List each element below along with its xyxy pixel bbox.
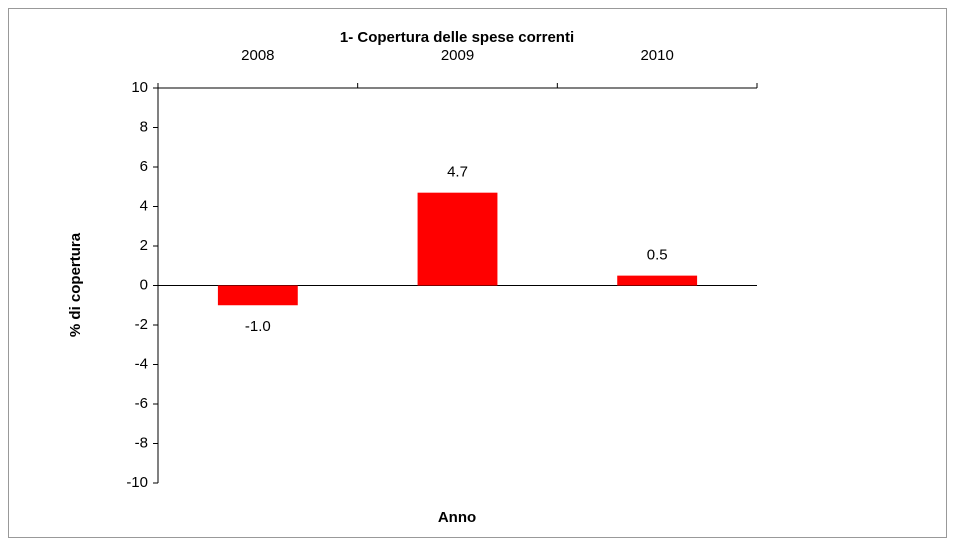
bar — [417, 192, 498, 286]
y-axis-label: % di copertura — [67, 232, 84, 337]
y-tick-label: 8 — [140, 118, 148, 135]
x-axis-label: Anno — [438, 509, 476, 526]
data-label: -1.0 — [245, 318, 271, 335]
x-tick-label: 2009 — [441, 47, 474, 64]
data-label: 4.7 — [447, 164, 468, 181]
x-tick-label: 2010 — [640, 47, 673, 64]
y-tick-label: 2 — [140, 237, 148, 254]
y-tick-label: -2 — [135, 316, 148, 333]
bar — [217, 285, 298, 306]
y-tick-label: 6 — [140, 158, 148, 175]
y-tick-label: 4 — [140, 197, 148, 214]
chart-title: 1- Copertura delle spese correnti — [340, 29, 574, 46]
data-label: 0.5 — [647, 247, 668, 264]
bar — [617, 275, 698, 286]
y-tick-label: 10 — [131, 79, 148, 96]
y-tick-label: -10 — [126, 474, 148, 491]
y-tick-label: -4 — [135, 355, 148, 372]
y-tick-label: -6 — [135, 395, 148, 412]
x-tick-label: 2008 — [241, 47, 274, 64]
y-tick-label: -8 — [135, 434, 148, 451]
y-tick-label: 0 — [140, 276, 148, 293]
